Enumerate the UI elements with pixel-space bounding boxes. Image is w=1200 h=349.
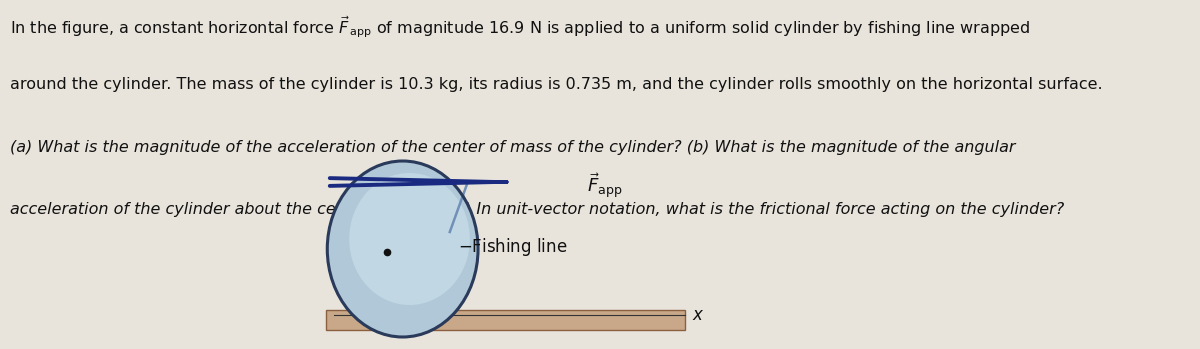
Text: In the figure, a constant horizontal force $\vec{F}_{\,\mathrm{app}}$ of magnitu: In the figure, a constant horizontal for… [11,14,1031,40]
Text: $\mathsf{-}$Fishing line: $\mathsf{-}$Fishing line [458,236,568,258]
Text: $\vec{F}_{\mathrm{app}}$: $\vec{F}_{\mathrm{app}}$ [587,172,623,201]
Text: acceleration of the cylinder about the center of mass? (c) In unit-vector notati: acceleration of the cylinder about the c… [11,202,1064,217]
Text: $x$: $x$ [692,306,704,324]
Text: around the cylinder. The mass of the cylinder is 10.3 kg, its radius is 0.735 m,: around the cylinder. The mass of the cyl… [11,77,1103,92]
Text: (a) What is the magnitude of the acceleration of the center of mass of the cylin: (a) What is the magnitude of the acceler… [11,140,1015,155]
Ellipse shape [349,173,470,305]
Circle shape [328,161,478,337]
Bar [325,310,685,330]
